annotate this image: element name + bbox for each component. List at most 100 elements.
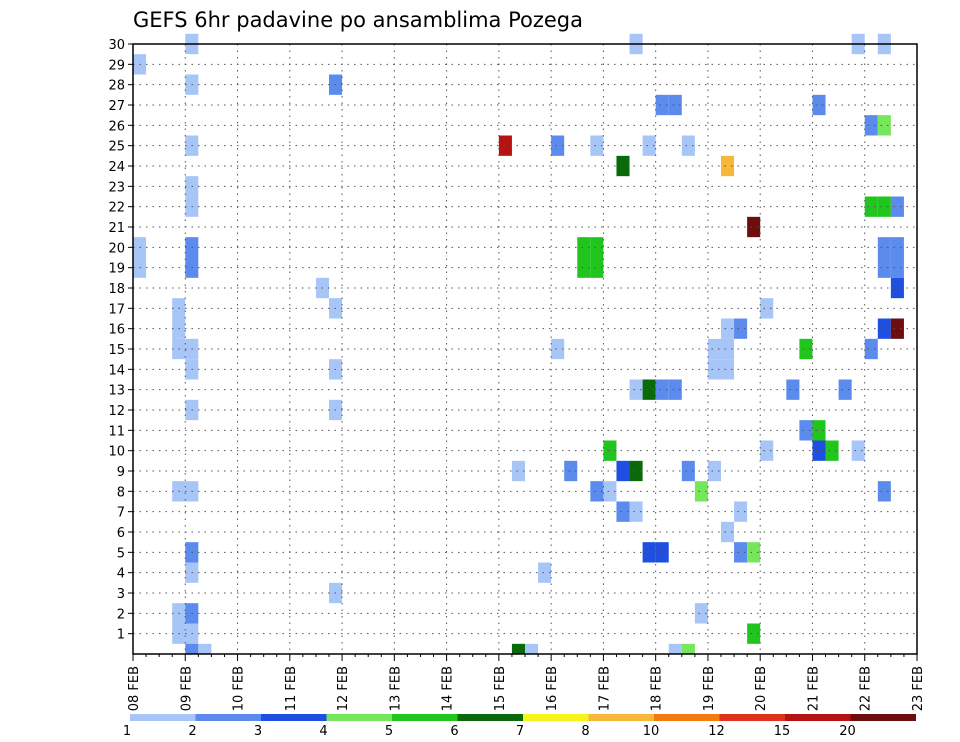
legend-swatch-1 (195, 714, 261, 721)
precip-cell-96 (538, 562, 552, 583)
precip-cell-14 (551, 135, 565, 156)
precip-cell-52 (721, 338, 735, 360)
precip-cell-44 (721, 318, 735, 339)
precip-cell-77 (629, 460, 643, 482)
legend-label-3: 3 (254, 724, 262, 739)
legend-label-6: 6 (450, 724, 458, 739)
precip-cell-10 (864, 115, 878, 136)
precip-cell-68 (812, 420, 826, 441)
precip-cell-92 (655, 542, 669, 563)
legend-label-20: 20 (839, 724, 856, 739)
legend-label-7: 7 (516, 724, 524, 739)
precip-cell-31 (890, 237, 904, 258)
precip-cell-82 (590, 481, 604, 502)
precip-cell-64 (838, 379, 852, 400)
precip-cell-19 (721, 155, 735, 177)
precip-cell-60 (642, 379, 656, 400)
precip-cell-76 (616, 460, 630, 482)
precip-cell-45 (734, 318, 748, 339)
y-tick-label-15: 15 (108, 343, 125, 358)
x-tick-label-10: 18 FEB (650, 666, 665, 711)
y-tick-label-25: 25 (108, 140, 125, 155)
x-tick-label-4: 12 FEB (336, 666, 351, 711)
precip-cell-59 (629, 379, 643, 400)
precip-cell-8 (668, 94, 682, 116)
precip-cell-103 (747, 623, 761, 644)
x-tick-label-14: 22 FEB (859, 666, 874, 711)
legend-swatch-8 (654, 714, 720, 721)
x-tick-label-3: 11 FEB (284, 666, 299, 711)
precip-cell-61 (655, 379, 669, 400)
precip-cell-51 (707, 338, 721, 360)
precip-cell-16 (642, 135, 656, 156)
y-tick-label-1: 1 (117, 628, 125, 643)
precip-cell-63 (786, 379, 800, 400)
legend-swatch-3 (326, 714, 392, 721)
y-tick-label-16: 16 (108, 323, 125, 338)
precip-cell-89 (721, 521, 735, 543)
precip-cell-107 (525, 643, 539, 654)
precip-cell-83 (603, 481, 617, 502)
legend-label-5: 5 (385, 724, 393, 739)
y-tick-label-9: 9 (117, 465, 125, 480)
grid-lines (133, 43, 917, 654)
y-tick-label-6: 6 (117, 526, 125, 541)
precip-cell-17 (681, 135, 695, 156)
precip-cell-11 (877, 115, 891, 136)
precip-cell-13 (498, 135, 512, 156)
legend-label-15: 15 (774, 724, 791, 739)
precip-cell-87 (629, 501, 643, 522)
precip-cell-70 (760, 440, 774, 461)
precip-cell-79 (707, 460, 721, 482)
chart-title: GEFS 6hr padavine po ansamblima Pozega (133, 8, 583, 32)
y-axis-ticks: 1234567891011121314151617181920212223242… (108, 38, 133, 643)
legend-label-2: 2 (188, 724, 196, 739)
legend-label-12: 12 (708, 724, 725, 739)
precip-cell-74 (511, 460, 525, 482)
y-tick-label-11: 11 (108, 424, 125, 439)
precip-cell-104 (185, 643, 199, 654)
precip-cell-30 (877, 237, 891, 258)
precip-cell-54 (864, 338, 878, 360)
x-tick-label-1: 09 FEB (179, 666, 194, 711)
y-tick-label-29: 29 (108, 58, 125, 73)
y-tick-label-13: 13 (108, 384, 125, 399)
legend-swatch-5 (457, 714, 523, 721)
y-tick-label-20: 20 (108, 241, 125, 256)
legend-label-10: 10 (643, 724, 660, 739)
y-tick-label-12: 12 (108, 404, 125, 419)
precip-cell-28 (577, 237, 591, 258)
y-tick-label-5: 5 (117, 546, 125, 561)
y-tick-label-26: 26 (108, 119, 125, 134)
legend-swatch-2 (261, 714, 327, 721)
precip-cell-24 (890, 196, 904, 217)
precip-cell-106 (511, 643, 525, 654)
y-tick-label-28: 28 (108, 79, 125, 94)
x-tick-label-2: 10 FEB (232, 666, 247, 711)
precip-cell-94 (747, 542, 761, 563)
precip-cell-53 (799, 338, 813, 360)
precip-cell-108 (668, 643, 682, 654)
legend-swatch-0 (130, 714, 196, 721)
x-tick-label-11: 19 FEB (702, 666, 717, 711)
x-axis-ticks: 08 FEB 09 FEB 10 FEB 11 FEB 12 FEB 13 FEB 14 F… (127, 654, 926, 711)
legend-label-1: 1 (123, 724, 131, 739)
color-legend: 1 2 3 4 5 6 7 8 10 12 15 20 (123, 714, 916, 739)
precip-cell-75 (564, 460, 578, 482)
precip-cell-25 (747, 216, 761, 238)
precip-cell-86 (616, 501, 630, 522)
precip-cell-73 (851, 440, 865, 461)
legend-swatch-10 (785, 714, 851, 721)
precip-cell-37 (890, 257, 904, 278)
precip-cell-35 (590, 257, 604, 278)
legend-swatch-9 (719, 714, 785, 721)
precip-cell-7 (655, 94, 669, 116)
precip-cell-50 (551, 338, 565, 360)
precip-cell-67 (799, 420, 813, 441)
y-tick-label-23: 23 (108, 180, 125, 195)
y-tick-label-14: 14 (108, 363, 125, 378)
x-tick-label-8: 16 FEB (545, 666, 560, 711)
precip-cell-15 (590, 135, 604, 156)
precip-cell-85 (877, 481, 891, 502)
